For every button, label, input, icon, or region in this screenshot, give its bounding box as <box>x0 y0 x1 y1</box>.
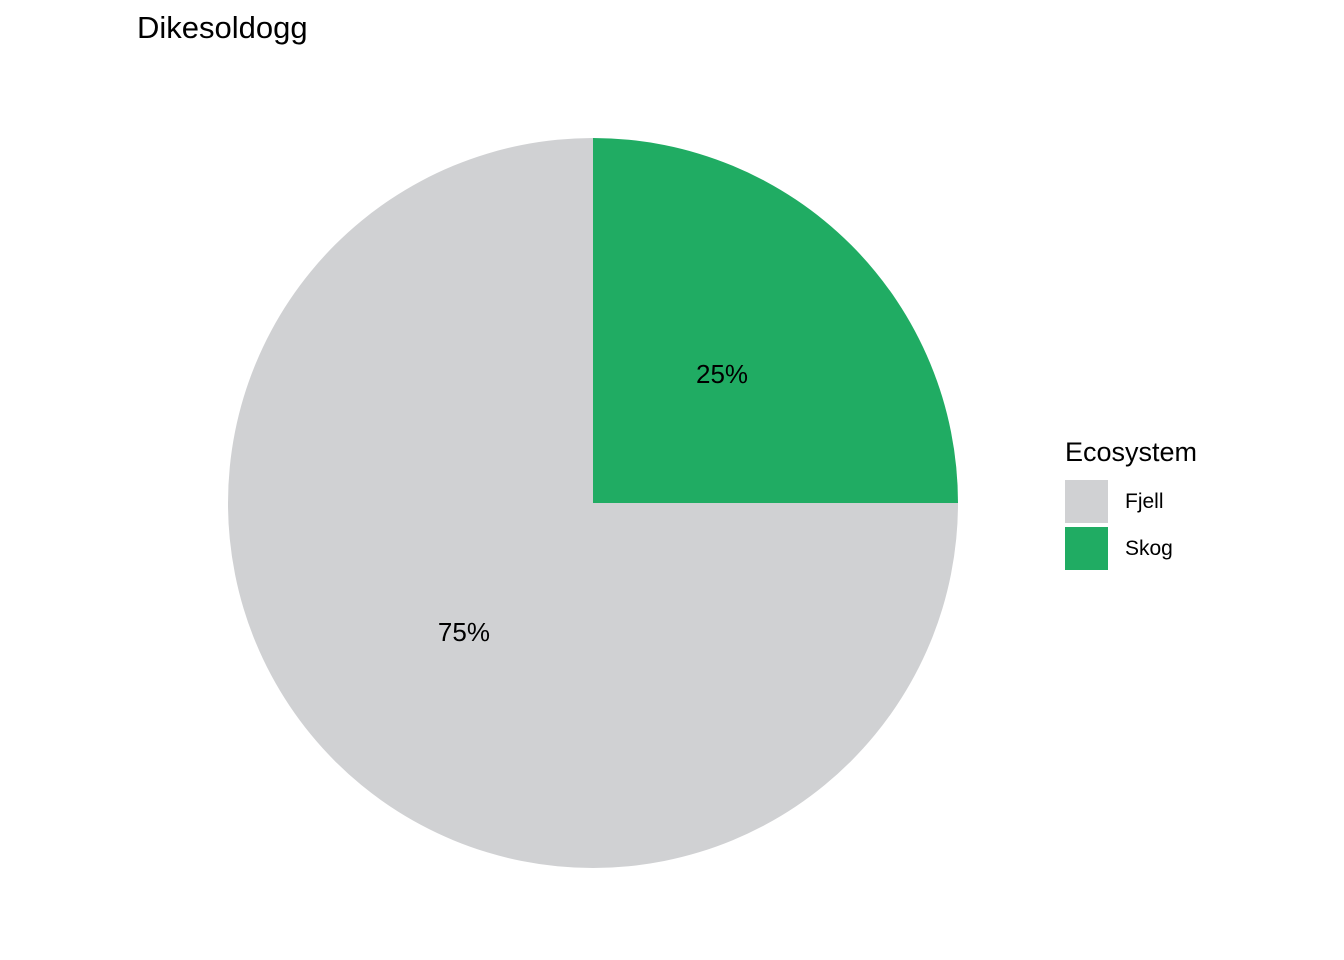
legend-item-fjell: Fjell <box>1065 479 1197 524</box>
legend-item-skog: Skog <box>1065 526 1197 571</box>
legend-label-fjell: Fjell <box>1125 489 1164 513</box>
legend: Ecosystem Fjell Skog <box>1065 437 1197 573</box>
slice-label-fjell: 75% <box>438 617 490 647</box>
legend-items: Fjell Skog <box>1065 479 1197 571</box>
legend-title: Ecosystem <box>1065 437 1198 467</box>
slice-label-skog: 25% <box>696 359 748 389</box>
legend-label-skog: Skog <box>1125 536 1173 560</box>
legend-swatch-fjell <box>1065 480 1108 523</box>
pie-slice-fjell <box>228 138 958 868</box>
pie-slice-skog <box>593 138 958 503</box>
chart-title: Dikesoldogg <box>137 10 308 45</box>
pie-slices <box>228 138 958 868</box>
pie-slice-labels: 25% 75% <box>438 359 748 647</box>
legend-swatch-skog <box>1065 527 1108 570</box>
